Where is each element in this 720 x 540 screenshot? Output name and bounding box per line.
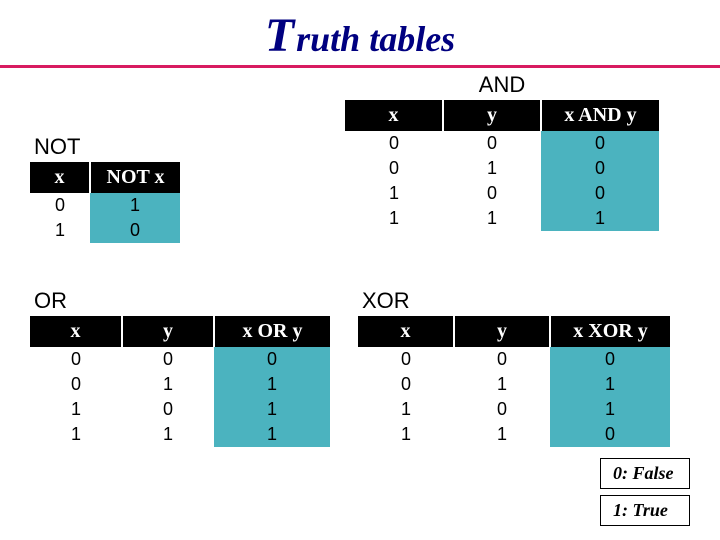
or-col-x: x xyxy=(30,316,122,347)
not-table: x NOT x 01 10 xyxy=(30,162,180,243)
and-table: x y x AND y 000 010 100 111 xyxy=(345,100,659,231)
and-cell: 1 xyxy=(345,181,443,206)
or-cell: 0 xyxy=(122,397,214,422)
title-first-letter: T xyxy=(265,9,294,62)
or-cell: 0 xyxy=(30,347,122,372)
and-cell: 0 xyxy=(345,156,443,181)
xor-cell: 1 xyxy=(358,397,454,422)
and-cell: 0 xyxy=(541,156,659,181)
and-cell: 0 xyxy=(541,181,659,206)
not-col-result: NOT x xyxy=(90,162,180,193)
or-cell: 1 xyxy=(30,397,122,422)
or-cell: 0 xyxy=(214,347,330,372)
or-cell: 1 xyxy=(122,372,214,397)
or-col-y: y xyxy=(122,316,214,347)
xor-cell: 0 xyxy=(550,347,670,372)
xor-cell: 0 xyxy=(550,422,670,447)
and-cell: 1 xyxy=(443,206,541,231)
xor-cell: 0 xyxy=(358,372,454,397)
xor-cell: 0 xyxy=(358,347,454,372)
or-cell: 0 xyxy=(30,372,122,397)
or-table-wrapper: OR x y x OR y 000 011 101 111 xyxy=(30,288,330,447)
or-col-result: x OR y xyxy=(214,316,330,347)
and-col-x: x xyxy=(345,100,443,131)
xor-col-result: x XOR y xyxy=(550,316,670,347)
xor-cell: 1 xyxy=(454,372,550,397)
and-table-wrapper: AND x y x AND y 000 010 100 111 xyxy=(345,72,659,231)
and-cell: 0 xyxy=(443,131,541,156)
xor-table-title: XOR xyxy=(358,288,670,316)
title-area: Truth tables xyxy=(0,0,720,63)
xor-table: x y x XOR y 000 011 101 110 xyxy=(358,316,670,447)
and-cell: 0 xyxy=(345,131,443,156)
or-cell: 1 xyxy=(214,422,330,447)
or-table-title: OR xyxy=(30,288,330,316)
and-cell: 1 xyxy=(345,206,443,231)
legend: 0: False 1: True xyxy=(600,452,690,526)
xor-cell: 1 xyxy=(550,372,670,397)
not-col-x: x xyxy=(30,162,90,193)
and-table-title: AND xyxy=(345,72,659,100)
legend-true: 1: True xyxy=(600,495,690,526)
xor-cell: 1 xyxy=(454,422,550,447)
and-cell: 1 xyxy=(541,206,659,231)
and-col-y: y xyxy=(443,100,541,131)
not-cell: 0 xyxy=(90,218,180,243)
not-table-wrapper: NOT x NOT x 01 10 xyxy=(30,134,180,243)
xor-cell: 1 xyxy=(550,397,670,422)
and-cell: 0 xyxy=(541,131,659,156)
or-cell: 1 xyxy=(122,422,214,447)
and-col-result: x AND y xyxy=(541,100,659,131)
not-cell: 1 xyxy=(30,218,90,243)
or-table: x y x OR y 000 011 101 111 xyxy=(30,316,330,447)
xor-cell: 1 xyxy=(358,422,454,447)
or-cell: 1 xyxy=(214,397,330,422)
or-cell: 1 xyxy=(214,372,330,397)
or-cell: 0 xyxy=(122,347,214,372)
content-area: NOT x NOT x 01 10 AND x y x AND y 000 01… xyxy=(0,68,720,508)
xor-col-x: x xyxy=(358,316,454,347)
legend-false: 0: False xyxy=(600,458,690,489)
xor-col-y: y xyxy=(454,316,550,347)
and-cell: 0 xyxy=(443,181,541,206)
and-cell: 1 xyxy=(443,156,541,181)
or-cell: 1 xyxy=(30,422,122,447)
not-table-title: NOT xyxy=(30,134,180,162)
xor-cell: 0 xyxy=(454,347,550,372)
not-cell: 0 xyxy=(30,193,90,218)
title-rest: ruth tables xyxy=(296,19,455,59)
xor-table-wrapper: XOR x y x XOR y 000 011 101 110 xyxy=(358,288,670,447)
xor-cell: 0 xyxy=(454,397,550,422)
not-cell: 1 xyxy=(90,193,180,218)
